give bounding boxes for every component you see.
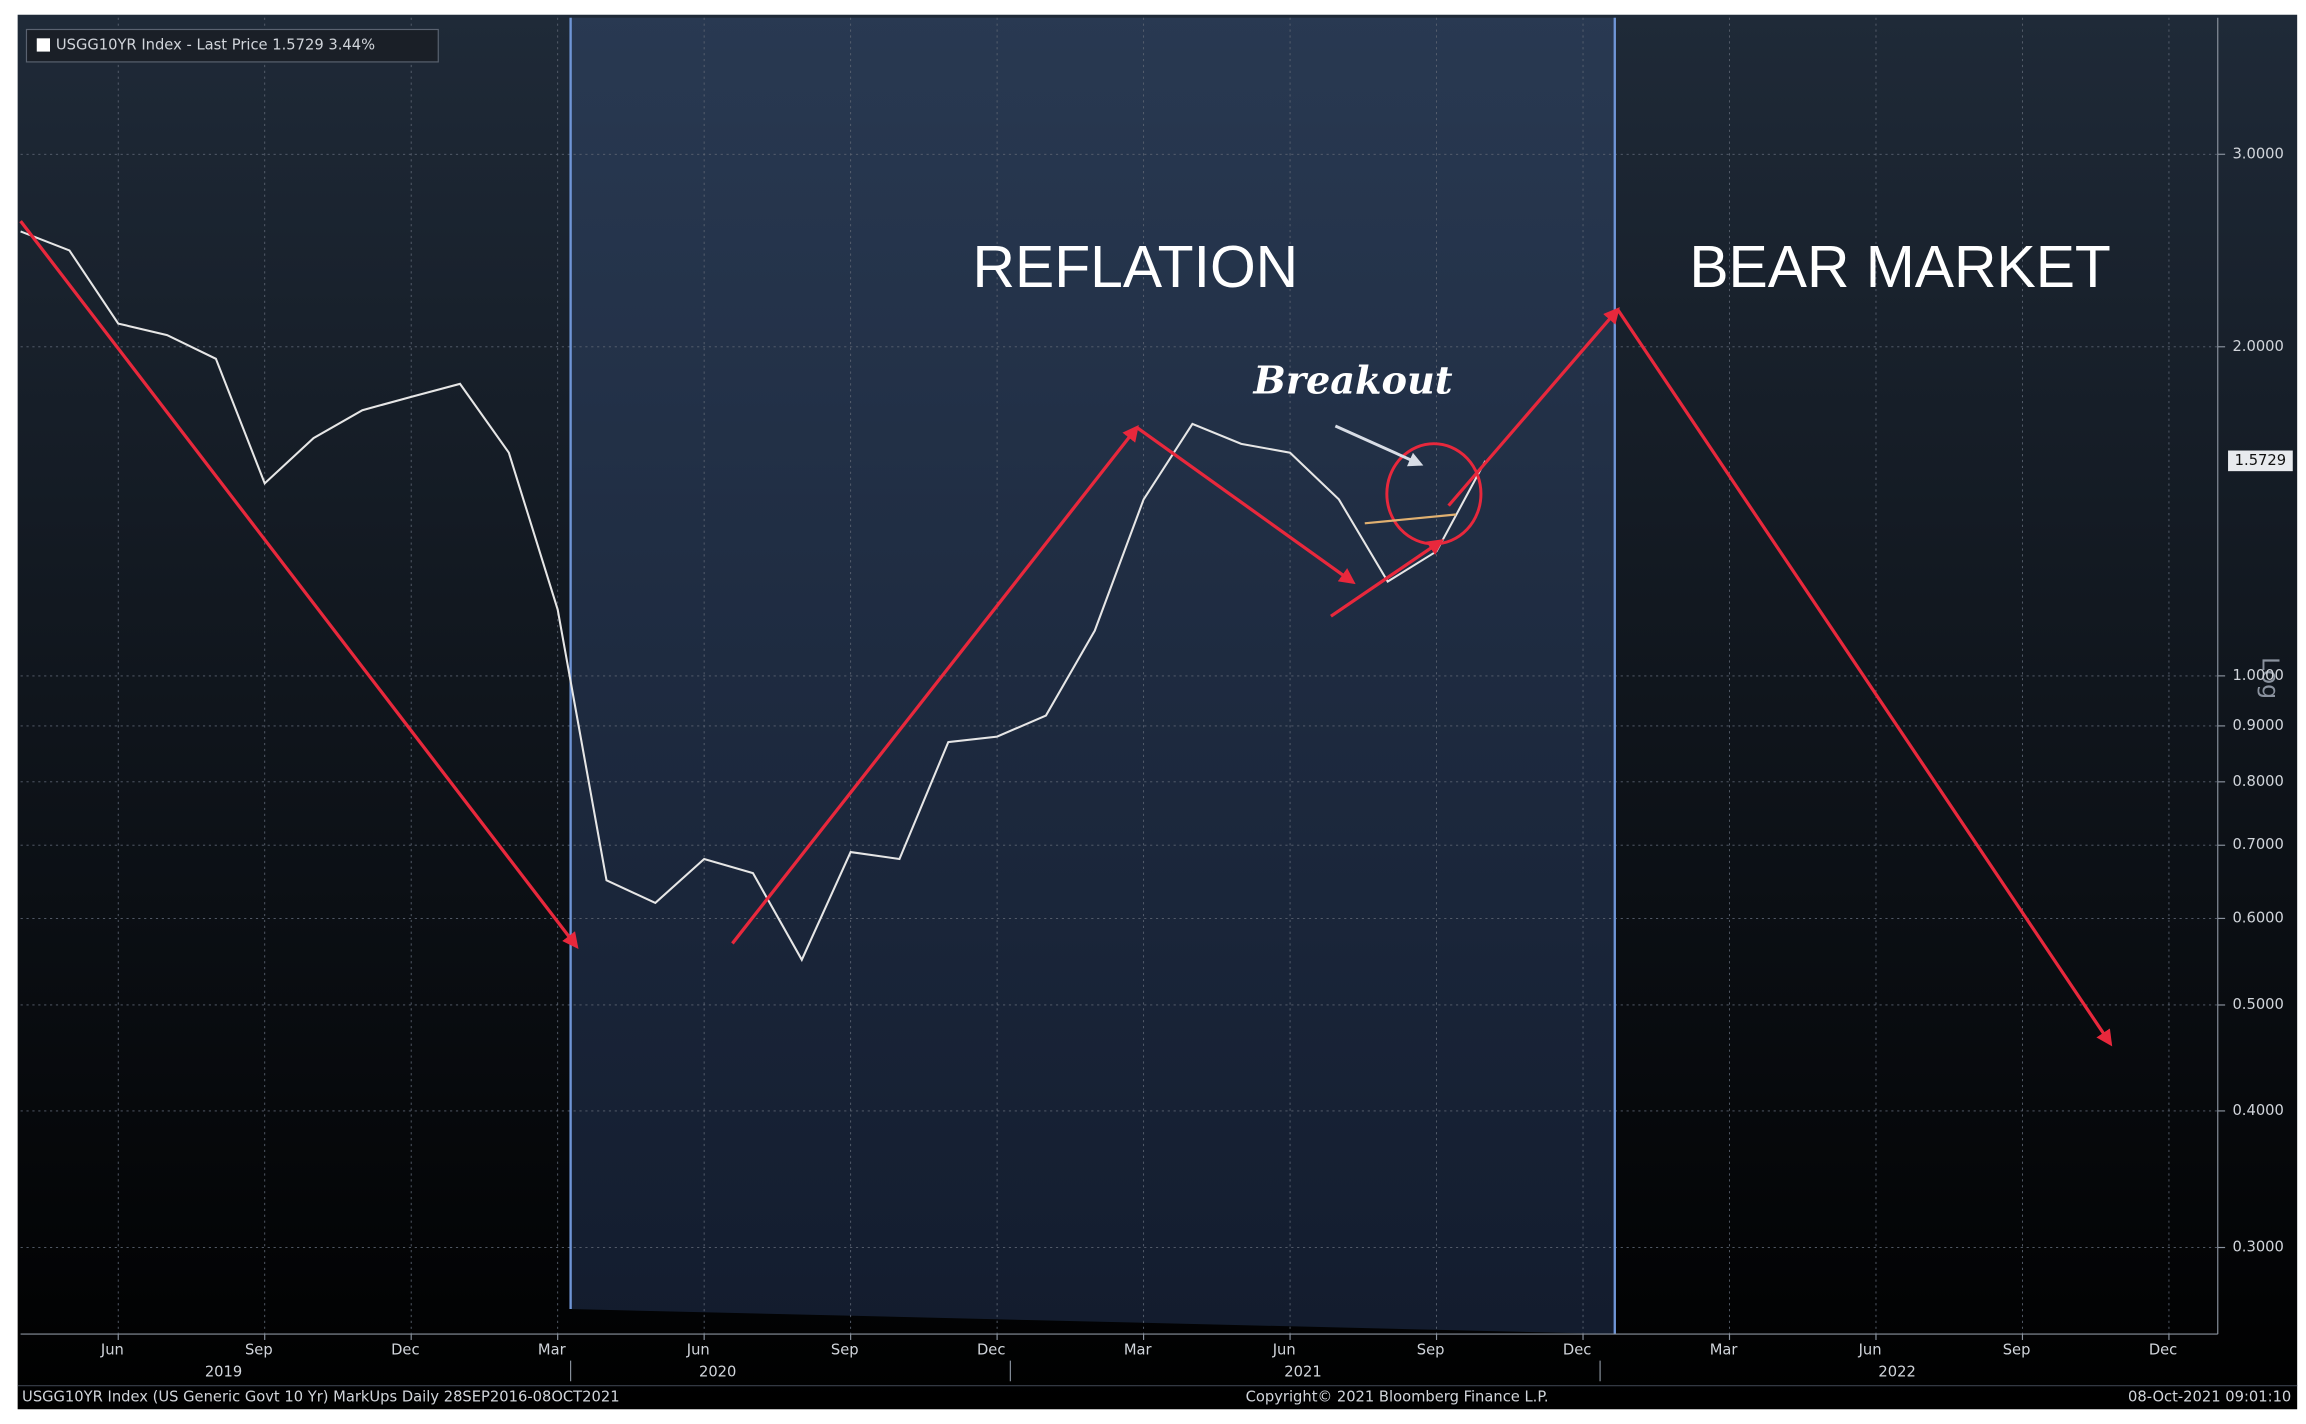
breakout-circle <box>1385 442 1483 546</box>
x-tick-label: Mar <box>1124 1341 1153 1358</box>
trend-arrows <box>19 220 2113 1047</box>
y-axis-label: Log <box>2257 657 2285 699</box>
footer: 08-Oct-2021 09:01:10 <box>2128 1388 2291 1405</box>
x-tick-label: Sep <box>831 1341 859 1358</box>
y-tick-label: 0.9000 <box>2232 717 2283 734</box>
grid <box>20 17 2218 1335</box>
x-tick-label: Mar <box>538 1341 567 1358</box>
x-tick-label: Sep <box>245 1341 273 1358</box>
last-price-label: 1.5729 <box>2235 452 2286 469</box>
x-tick-label: Dec <box>977 1341 1005 1358</box>
y-tick-label: 0.4000 <box>2232 1102 2283 1119</box>
annotation: Breakout <box>1253 358 1453 403</box>
footer: Copyright© 2021 Bloomberg Finance L.P. <box>1246 1388 1549 1405</box>
x-tick-label: Dec <box>2149 1341 2177 1358</box>
footer: USGG10YR Index (US Generic Govt 10 Yr) M… <box>22 1388 620 1405</box>
x-tick-label: Jun <box>1272 1341 1296 1358</box>
legend-swatch <box>36 38 51 52</box>
y-tick-label: 0.5000 <box>2232 996 2283 1013</box>
year-label: 2019 <box>205 1363 242 1380</box>
x-tick-label: Jun <box>686 1341 710 1358</box>
y-tick-label: 0.8000 <box>2232 773 2283 790</box>
plot <box>20 230 1487 963</box>
arrow <box>1616 308 2113 1047</box>
arrow <box>1135 426 1356 585</box>
x-tick-label: Jun <box>1858 1341 1882 1358</box>
y-tick-label: 0.6000 <box>2232 909 2283 926</box>
legend-box <box>25 28 439 63</box>
x-tick-label: Dec <box>391 1341 419 1358</box>
arrow <box>19 220 579 949</box>
resistance-line <box>1364 513 1457 525</box>
y-tick-label: 0.7000 <box>2232 836 2283 853</box>
year-label: 2020 <box>699 1363 736 1380</box>
year-label: 2022 <box>1878 1363 1915 1380</box>
breakout-pointer <box>1334 424 1424 467</box>
y-tick-label: 2.0000 <box>2232 338 2283 355</box>
x-tick-label: Sep <box>1417 1341 1445 1358</box>
y-tick-label: 1.0000 <box>2232 667 2283 684</box>
legend-label: USGG10YR Index - Last Price 1.5729 3.44% <box>56 37 375 54</box>
arrow <box>731 424 1139 945</box>
annotation: BEAR MARKET <box>1689 235 2111 300</box>
last-price-tag <box>2228 450 2293 472</box>
x-tick-label: Sep <box>2003 1341 2031 1358</box>
x-tick-label: Mar <box>1710 1341 1739 1358</box>
price-line <box>20 230 1487 963</box>
year-label: 2021 <box>1284 1363 1321 1380</box>
x-tick-label: Dec <box>1563 1341 1591 1358</box>
annotation: REFLATION <box>973 235 1299 300</box>
arrow <box>1330 539 1444 618</box>
y-tick-label: 3.0000 <box>2232 145 2283 162</box>
y-tick-label: 0.3000 <box>2232 1239 2283 1256</box>
x-tick-label: Jun <box>100 1341 124 1358</box>
